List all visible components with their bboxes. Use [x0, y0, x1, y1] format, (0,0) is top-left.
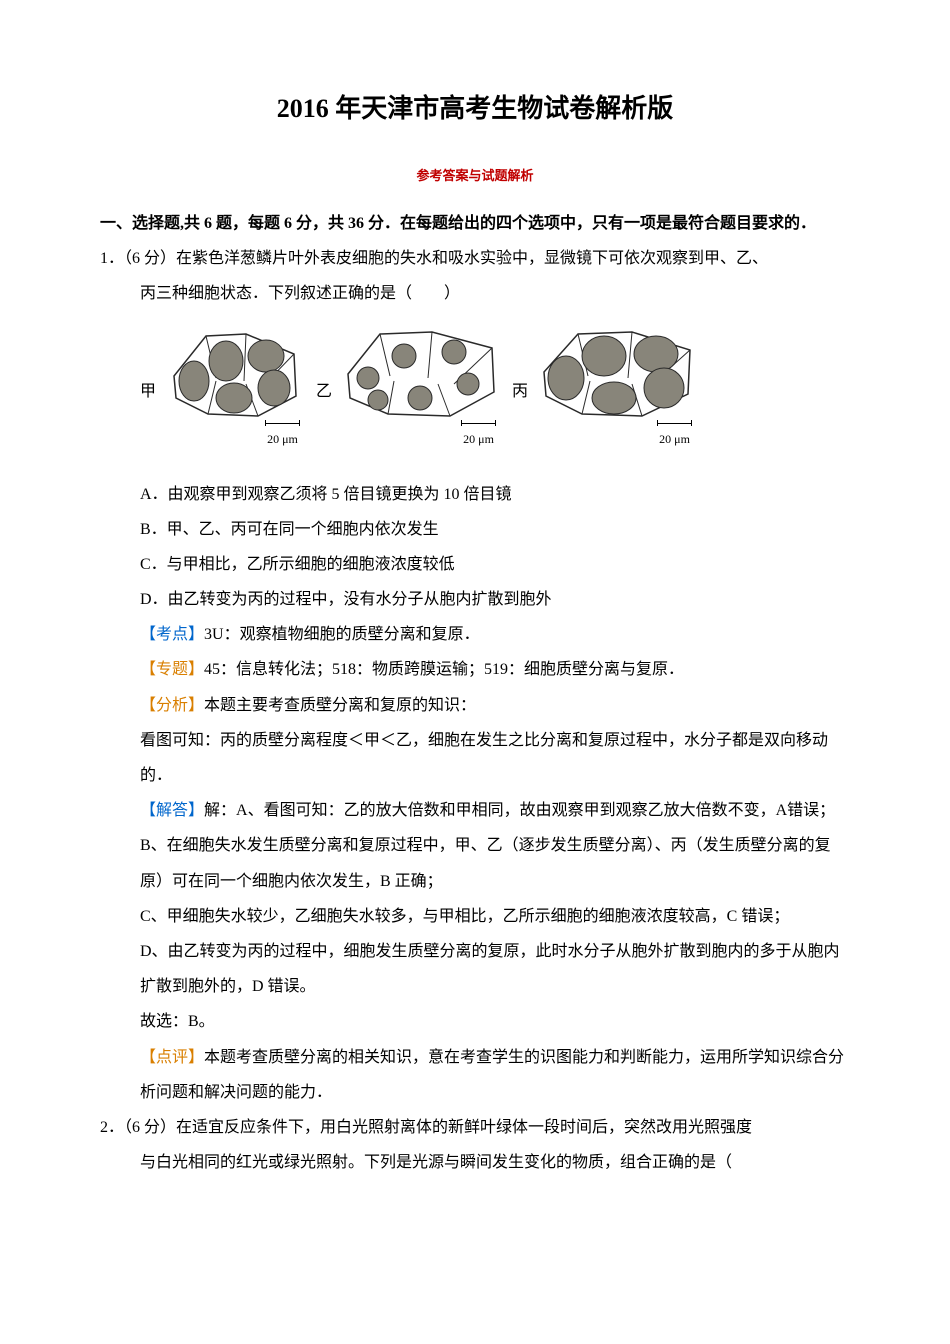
q2-stem-line2: 与白光相同的红光或绿光照射。下列是光源与瞬间发生变化的物质，组合正确的是（: [140, 1145, 850, 1180]
q1-zhuanti-line: 【专题】45：信息转化法；518：物质跨膜运输；519：细胞质壁分离与复原．: [140, 652, 850, 687]
jieda-text-a: 解：A、看图可知：乙的放大倍数和甲相同，故由观察甲到观察乙放大倍数不变，A错误；: [204, 802, 835, 819]
q1-jieda-c: C、甲细胞失水较少，乙细胞失水较多，与甲相比，乙所示细胞的细胞液浓度较高，C 错…: [140, 899, 850, 934]
q1-stem-line2: 丙三种细胞状态．下列叙述正确的是（ ）: [140, 276, 850, 311]
q1-figure-label-a: 甲: [140, 374, 156, 409]
q1-option-c: C．与甲相比，乙所示细胞的细胞液浓度较低: [140, 547, 850, 582]
q1-jieda-b: B、在细胞失水发生质壁分离和复原过程中，甲、乙（逐步发生质壁分离）、丙（发生质壁…: [140, 828, 850, 898]
jieda-label: 【解答】: [140, 802, 204, 819]
page-title: 2016 年天津市高考生物试卷解析版: [100, 80, 850, 137]
fenxi-text1: 本题主要考查质壁分离和复原的知识：: [204, 697, 476, 714]
cell-diagram-b-icon: [342, 326, 502, 421]
q1-option-b: B．甲、乙、丙可在同一个细胞内依次发生: [140, 512, 850, 547]
q1-dianping-line: 【点评】本题考查质壁分离的相关知识，意在考查学生的识图能力和判断能力，运用所学知…: [140, 1040, 850, 1110]
cell-diagram-c-icon: [538, 326, 698, 421]
q1-stem-line1: 1．（6 分）在紫色洋葱鳞片叶外表皮细胞的失水和吸水实验中，显微镜下可依次观察到…: [100, 241, 850, 276]
cell-diagram-a-icon: [166, 326, 306, 421]
dianping-text: 本题考查质壁分离的相关知识，意在考查学生的识图能力和判断能力，运用所学知识综合分…: [140, 1049, 844, 1101]
q1-option-a: A．由观察甲到观察乙须将 5 倍目镜更换为 10 倍目镜: [140, 477, 850, 512]
q1-fenxi-line2: 看图可知：丙的质壁分离程度＜甲＜乙，细胞在发生之比分离和复原过程中，水分子都是双…: [140, 723, 850, 793]
kaodian-label: 【考点】: [140, 626, 204, 643]
scale-bar-a: 20 μm: [265, 423, 300, 452]
q1-figure-label-b: 乙: [316, 374, 332, 409]
q1-jieda-d: D、由乙转变为丙的过程中，细胞发生质壁分离的复原，此时水分子从胞外扩散到胞内的多…: [140, 934, 850, 1004]
q1-figure-panel-c: 丙 20 μm: [512, 326, 698, 456]
kaodian-text: 3U：观察植物细胞的质壁分离和复原．: [204, 626, 480, 643]
scale-bar-c: 20 μm: [657, 423, 692, 452]
q1-figure: 甲: [140, 326, 850, 456]
zhuanti-label: 【专题】: [140, 661, 204, 678]
q1-fenxi-line1: 【分析】本题主要考查质壁分离和复原的知识：: [140, 688, 850, 723]
q1-option-d: D．由乙转变为丙的过程中，没有水分子从胞内扩散到胞外: [140, 582, 850, 617]
q1-jieda-answer: 故选：B。: [140, 1004, 850, 1039]
q1-figure-panel-b: 乙: [316, 326, 502, 456]
fenxi-label: 【分析】: [140, 697, 204, 714]
section-header: 一、选择题,共 6 题，每题 6 分，共 36 分．在每题给出的四个选项中，只有…: [100, 206, 850, 241]
q1-figure-label-c: 丙: [512, 374, 528, 409]
q1-jieda-intro: 【解答】解：A、看图可知：乙的放大倍数和甲相同，故由观察甲到观察乙放大倍数不变，…: [140, 793, 850, 828]
zhuanti-text: 45：信息转化法；518：物质跨膜运输；519：细胞质壁分离与复原．: [204, 661, 684, 678]
q2-stem-line1: 2．（6 分）在适宜反应条件下，用白光照射离体的新鲜叶绿体一段时间后，突然改用光…: [100, 1110, 850, 1145]
answers-subtitle: 参考答案与试题解析: [100, 162, 850, 191]
dianping-label: 【点评】: [140, 1049, 204, 1066]
scale-bar-b: 20 μm: [461, 423, 496, 452]
q1-kaodian-line: 【考点】3U：观察植物细胞的质壁分离和复原．: [140, 617, 850, 652]
q1-figure-panel-a: 甲: [140, 326, 306, 456]
